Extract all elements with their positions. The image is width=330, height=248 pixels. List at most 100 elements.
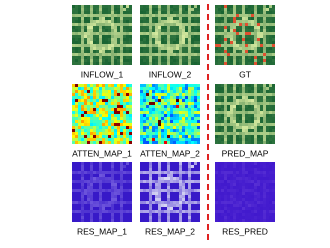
pixel bbox=[254, 117, 257, 120]
pixel bbox=[129, 141, 132, 144]
pixel bbox=[215, 53, 218, 56]
pixel bbox=[194, 108, 197, 111]
pixel bbox=[185, 201, 188, 204]
pixel bbox=[90, 35, 93, 38]
pixel bbox=[218, 195, 221, 198]
pixel bbox=[81, 213, 84, 216]
pixel bbox=[129, 38, 132, 41]
pixel bbox=[123, 96, 126, 99]
pixel bbox=[164, 62, 167, 65]
pixel bbox=[227, 105, 230, 108]
pixel bbox=[230, 201, 233, 204]
pixel bbox=[123, 126, 126, 129]
pixel bbox=[129, 117, 132, 120]
pixel bbox=[272, 171, 275, 174]
pixel bbox=[254, 35, 257, 38]
pixel bbox=[114, 20, 117, 23]
pixel bbox=[155, 108, 158, 111]
pixel bbox=[254, 162, 257, 165]
pixel bbox=[197, 204, 200, 207]
pixel bbox=[227, 8, 230, 11]
pixel bbox=[108, 26, 111, 29]
pixel bbox=[93, 93, 96, 96]
pixel bbox=[149, 177, 152, 180]
pixel bbox=[102, 141, 105, 144]
pixel bbox=[221, 26, 224, 29]
pixel bbox=[245, 47, 248, 50]
pixel bbox=[173, 59, 176, 62]
pixel bbox=[129, 207, 132, 210]
pixel bbox=[158, 5, 161, 8]
pixel bbox=[117, 180, 120, 183]
pixel bbox=[111, 216, 114, 219]
pixel bbox=[188, 141, 191, 144]
pixel bbox=[161, 114, 164, 117]
pixel bbox=[173, 126, 176, 129]
pixel bbox=[123, 8, 126, 11]
pixel bbox=[167, 41, 170, 44]
pixel bbox=[120, 141, 123, 144]
pixel bbox=[266, 35, 269, 38]
pixel bbox=[233, 195, 236, 198]
pixel bbox=[167, 174, 170, 177]
pixel bbox=[266, 17, 269, 20]
pixel bbox=[248, 213, 251, 216]
pixel bbox=[158, 90, 161, 93]
pixel bbox=[188, 138, 191, 141]
pixel bbox=[102, 96, 105, 99]
pixel bbox=[245, 87, 248, 90]
pixel bbox=[188, 108, 191, 111]
pixel bbox=[114, 120, 117, 123]
pixel bbox=[167, 93, 170, 96]
pixel bbox=[173, 195, 176, 198]
pixel bbox=[179, 186, 182, 189]
pixel bbox=[182, 44, 185, 47]
pixel bbox=[164, 219, 167, 222]
pixel bbox=[146, 186, 149, 189]
pixel bbox=[269, 62, 272, 65]
pixel bbox=[254, 135, 257, 138]
pixel bbox=[96, 20, 99, 23]
pixel bbox=[182, 102, 185, 105]
pixel bbox=[105, 204, 108, 207]
pixel bbox=[93, 11, 96, 14]
pixel bbox=[164, 180, 167, 183]
pixel bbox=[126, 114, 129, 117]
pixel bbox=[245, 207, 248, 210]
pixel bbox=[224, 219, 227, 222]
pixel bbox=[236, 165, 239, 168]
pixel bbox=[152, 126, 155, 129]
pixel bbox=[272, 44, 275, 47]
pixel bbox=[90, 192, 93, 195]
pixel bbox=[257, 192, 260, 195]
pixel bbox=[108, 102, 111, 105]
pixel bbox=[152, 198, 155, 201]
pixel bbox=[140, 11, 143, 14]
pixel bbox=[179, 35, 182, 38]
pixel bbox=[72, 108, 75, 111]
pixel bbox=[164, 216, 167, 219]
pixel bbox=[84, 177, 87, 180]
pixel bbox=[260, 84, 263, 87]
pixel bbox=[257, 41, 260, 44]
pixel bbox=[158, 213, 161, 216]
pixel bbox=[152, 210, 155, 213]
pixel bbox=[254, 50, 257, 53]
pixel bbox=[191, 26, 194, 29]
pixel bbox=[99, 44, 102, 47]
pixel bbox=[78, 96, 81, 99]
pixel bbox=[266, 192, 269, 195]
pixel bbox=[120, 138, 123, 141]
pixel bbox=[272, 29, 275, 32]
pixel bbox=[126, 138, 129, 141]
pixel bbox=[224, 141, 227, 144]
pixel bbox=[108, 87, 111, 90]
pixel bbox=[108, 123, 111, 126]
pixel bbox=[143, 87, 146, 90]
pixel bbox=[242, 207, 245, 210]
pixel bbox=[254, 96, 257, 99]
pixel bbox=[126, 26, 129, 29]
pixel bbox=[167, 59, 170, 62]
pixel bbox=[75, 129, 78, 132]
pixel bbox=[194, 90, 197, 93]
